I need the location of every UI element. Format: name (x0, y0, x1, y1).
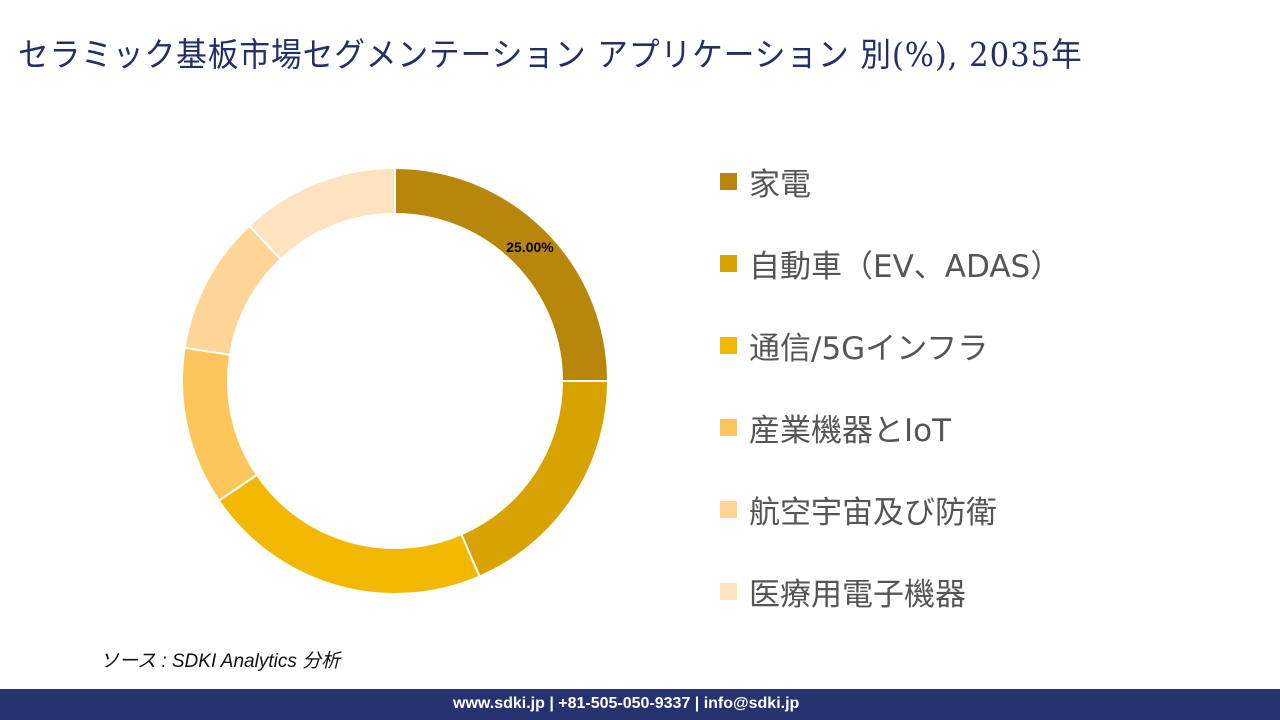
legend-item: 自動車（EV、ADAS） (720, 222, 1061, 304)
donut-chart: 25.00% (181, 166, 610, 595)
legend-swatch (720, 172, 737, 190)
donut-slice (247, 166, 396, 261)
footer-contact: www.sdki.jp | +81-505-050-9337 | info@sd… (453, 695, 800, 712)
legend-swatch (720, 582, 737, 600)
donut-slice (217, 473, 481, 595)
donut-slice (394, 166, 610, 382)
legend-label: 航空宇宙及び防衛 (749, 494, 997, 531)
legend-swatch (720, 336, 737, 354)
legend-item: 通信/5Gインフラ (720, 304, 1061, 386)
legend-label: 通信/5Gインフラ (749, 330, 989, 367)
legend-label: 自動車（EV、ADAS） (749, 248, 1062, 285)
legend: 家電自動車（EV、ADAS） 通信/5Gインフラ 産業機器とIoT 航空宇宙及び防衛医… (720, 140, 1061, 632)
legend-item: 家電 (720, 140, 1061, 222)
data-label: 25.00% (506, 239, 554, 255)
legend-label: 医療用電子機器 (749, 576, 966, 613)
legend-label: 産業機器とIoT (749, 412, 952, 449)
legend-swatch (720, 254, 737, 272)
chart-title: セラミック基板市場セグメンテーション アプリケーション 別(%), 2035年 (18, 35, 1083, 74)
legend-swatch (720, 500, 737, 518)
legend-item: 医療用電子機器 (720, 550, 1061, 632)
legend-item: 航空宇宙及び防衛 (720, 468, 1061, 550)
donut-slice (460, 380, 610, 578)
legend-label: 家電 (749, 166, 811, 203)
legend-swatch (720, 418, 737, 436)
footer-bar: www.sdki.jp | +81-505-050-9337 | info@sd… (0, 689, 1280, 720)
legend-item: 産業機器とIoT (720, 386, 1061, 468)
source-note: ソース : SDKI Analytics 分析 (100, 651, 341, 672)
donut-slice (181, 346, 259, 503)
